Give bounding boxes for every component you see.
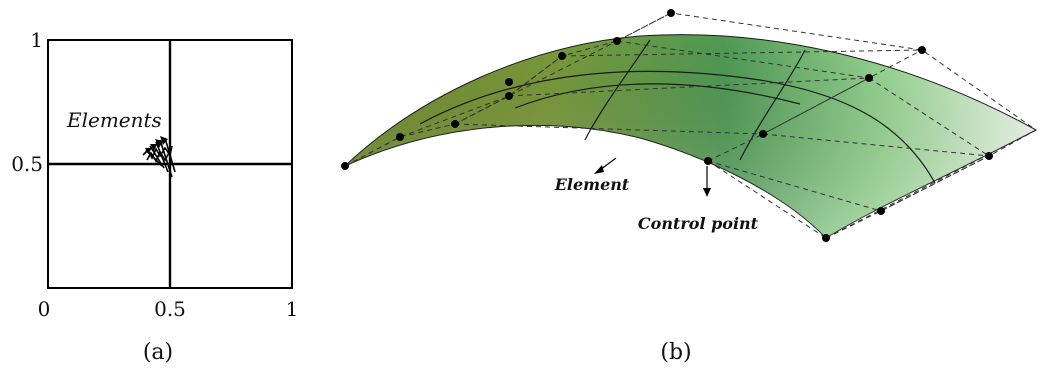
control-point	[341, 162, 349, 170]
control-polygon	[344, 12, 1037, 239]
control-point-label: Control point	[638, 214, 759, 233]
control-point	[704, 157, 712, 165]
control-point	[505, 78, 513, 86]
control-point	[985, 152, 993, 160]
surface-shading	[345, 34, 1036, 238]
control-point	[558, 52, 566, 60]
y-tick-0-5: 0.5	[11, 152, 43, 176]
control-point	[865, 74, 873, 82]
x-tick-0-5: 0.5	[154, 297, 186, 321]
element-arrowheads	[145, 136, 168, 154]
control-point	[396, 133, 404, 141]
caption-b: (b)	[660, 340, 691, 365]
control-point	[667, 9, 675, 17]
control-points	[341, 9, 993, 242]
control-point	[822, 234, 830, 242]
x-tick-1: 1	[286, 297, 299, 321]
element-arrowhead	[594, 165, 604, 174]
control-point	[877, 207, 885, 215]
control-point-arrowhead	[703, 188, 711, 197]
control-point	[759, 130, 767, 138]
control-point	[505, 92, 513, 100]
elements-label: Elements	[66, 108, 162, 132]
panel-a: 1 0.5 0 0.5 1 Elements (a)	[11, 28, 298, 365]
control-point	[613, 37, 621, 45]
y-tick-1: 1	[30, 28, 43, 52]
x-tick-0: 0	[38, 297, 51, 321]
control-point	[918, 46, 926, 54]
element-label: Element	[554, 175, 630, 194]
panel-b: Element Control point (b)	[341, 9, 1038, 365]
control-point	[451, 120, 459, 128]
element-boundaries	[419, 39, 936, 184]
caption-a: (a)	[143, 340, 173, 365]
